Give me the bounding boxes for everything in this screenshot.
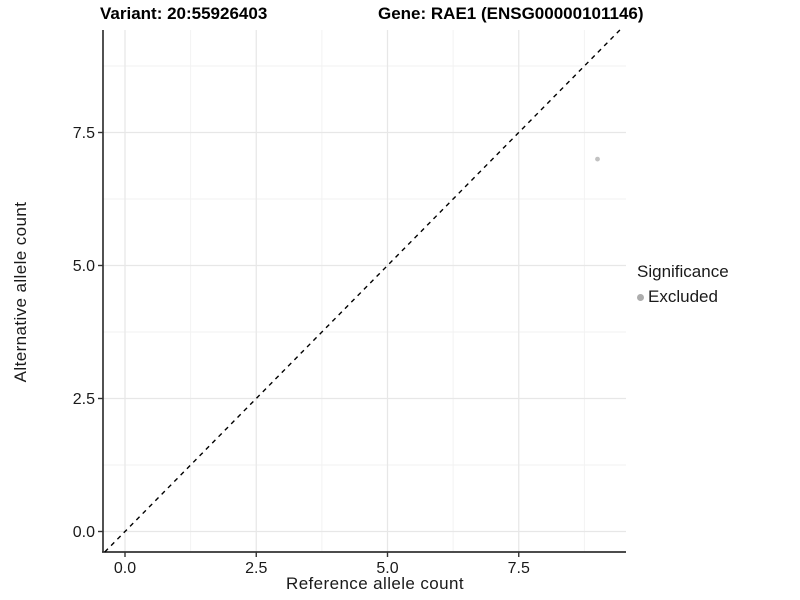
y-tick-label: 2.5 bbox=[73, 391, 95, 408]
legend-entry-label: Excluded bbox=[648, 287, 718, 306]
identity-line bbox=[104, 29, 621, 553]
y-tick-label: 7.5 bbox=[73, 125, 95, 142]
x-tick-label: 0.0 bbox=[114, 560, 136, 577]
identity-dashed-line bbox=[104, 29, 621, 553]
x-tick-label: 2.5 bbox=[245, 560, 267, 577]
axis-tick-marks bbox=[98, 131, 520, 557]
data-points bbox=[595, 156, 600, 162]
legend-marker-circle-icon bbox=[637, 293, 644, 301]
minor-gridlines bbox=[103, 30, 626, 552]
plot-title-variant: Variant: 20:55926403 bbox=[100, 4, 268, 23]
x-axis-title: Reference allele count bbox=[286, 574, 464, 593]
y-tick-label: 0.0 bbox=[73, 524, 95, 541]
y-axis-title: Alternative allele count bbox=[11, 201, 30, 383]
axis-lines bbox=[102, 30, 626, 553]
axis-tick-labels: 0.0 2.5 5.0 7.5 0.0 2.5 5.0 7.5 bbox=[73, 125, 530, 577]
legend: Significance Excluded bbox=[637, 262, 729, 307]
data-point bbox=[595, 156, 600, 162]
x-tick-label: 7.5 bbox=[508, 560, 530, 577]
legend-entry-excluded: Excluded bbox=[637, 287, 729, 307]
y-tick-label: 5.0 bbox=[73, 258, 95, 275]
legend-title: Significance bbox=[637, 262, 729, 281]
major-gridlines bbox=[103, 30, 626, 552]
x-tick-label: 5.0 bbox=[376, 560, 398, 577]
plot-title-gene: Gene: RAE1 (ENSG00000101146) bbox=[378, 4, 644, 23]
